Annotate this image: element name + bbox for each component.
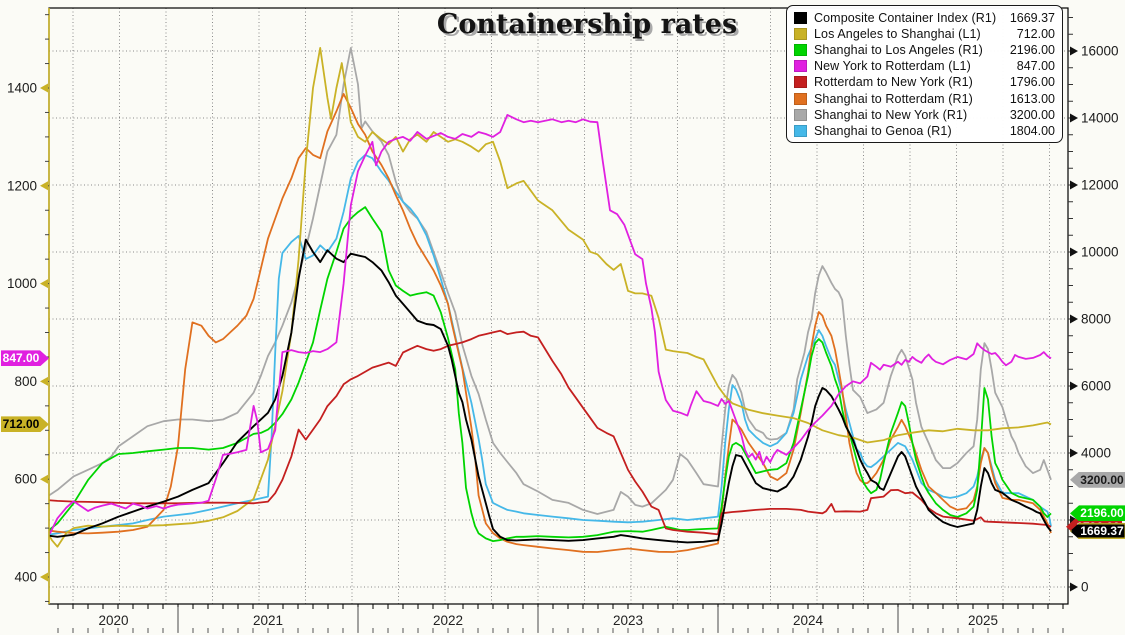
- legend-swatch-icon: [794, 28, 807, 41]
- legend-label: Shanghai to New York (R1): [814, 107, 968, 122]
- legend-row-ny_rotterdam: New York to Rotterdam (L1) 847.00: [794, 58, 1055, 74]
- legend-label: Shanghai to Rotterdam (R1): [814, 91, 973, 106]
- legend-label: Shanghai to Los Angeles (R1): [814, 43, 983, 58]
- year-label: 2021: [253, 613, 283, 628]
- legend-swatch-icon: [794, 124, 807, 137]
- left-axis-tick-label: 1000: [7, 276, 37, 291]
- left-axis-arrow-icon: [40, 474, 48, 484]
- legend-value: 1669.37: [1009, 11, 1055, 26]
- right-axis-arrow-icon: [1070, 247, 1078, 257]
- legend-value: 1796.00: [1009, 75, 1055, 90]
- year-label: 2024: [793, 613, 824, 628]
- year-label: 2020: [98, 613, 128, 628]
- left-axis-arrow-icon: [40, 572, 48, 582]
- series-line-rotterdam_ny: [49, 329, 1052, 536]
- legend-row-la_shanghai: Los Angeles to Shanghai (L1) 712.00: [794, 26, 1055, 42]
- right-axis-arrow-icon: [1070, 448, 1078, 458]
- series-line-ny_rotterdam: [49, 114, 1052, 534]
- axis-callout-2196.00: 2196.00: [1070, 505, 1125, 522]
- legend-swatch-icon: [794, 76, 807, 89]
- legend-value: 1804.00: [1009, 123, 1055, 138]
- legend-swatch-icon: [794, 60, 807, 73]
- left-axis-arrow-icon: [40, 279, 48, 289]
- legend-row-composite: Composite Container Index (R1) 1669.37: [794, 10, 1055, 26]
- time-axis: 2020 2021 2022 2023 2024 2025: [57, 604, 1064, 633]
- right-axis-tick-label: 0: [1081, 580, 1089, 595]
- axis-callout-847.00: 847.00: [1, 350, 49, 367]
- legend-swatch-icon: [794, 44, 807, 57]
- left-axis-tick-label: 600: [14, 472, 37, 487]
- right-axis-tick-label: 12000: [1081, 178, 1119, 193]
- series-lines: [49, 47, 1052, 553]
- series-line-shanghai_genoa: [49, 153, 1052, 536]
- legend-value: 712.00: [1016, 27, 1055, 42]
- left-axis-tick-label: 800: [14, 374, 37, 389]
- right-axis: 1600014000120001000080006000400020000: [1068, 17, 1119, 595]
- legend-row-rotterdam_ny: Rotterdam to New York (R1) 1796.00: [794, 74, 1055, 90]
- year-label: 2023: [613, 613, 643, 628]
- legend-label: Rotterdam to New York (R1): [814, 75, 973, 90]
- legend-swatch-icon: [794, 92, 807, 105]
- right-axis-arrow-icon: [1070, 180, 1078, 190]
- right-axis-tick-label: 4000: [1081, 446, 1111, 461]
- right-axis-tick-label: 6000: [1081, 379, 1111, 394]
- legend-row-shanghai_la: Shanghai to Los Angeles (R1) 2196.00: [794, 42, 1055, 58]
- year-label: 2025: [968, 613, 998, 628]
- axis-callout-3200.00: 3200.00: [1070, 471, 1125, 488]
- right-axis-arrow-icon: [1070, 381, 1078, 391]
- series-line-shanghai_rotterdam: [49, 93, 1052, 553]
- left-axis: 1400 1200 1000 800 600 400: [7, 14, 49, 602]
- legend-value: 2196.00: [1009, 43, 1055, 58]
- right-axis-tick-label: 8000: [1081, 312, 1111, 327]
- legend-label: New York to Rotterdam (L1): [814, 59, 971, 74]
- axis-callout-1669.37: 1669.37: [1070, 523, 1125, 540]
- legend-label: Los Angeles to Shanghai (L1): [814, 27, 981, 42]
- series-line-la_shanghai: [49, 47, 1052, 548]
- series-line-composite: [49, 238, 1052, 544]
- left-axis-tick-label: 1400: [7, 81, 37, 96]
- legend-row-shanghai_ny: Shanghai to New York (R1) 3200.00: [794, 107, 1055, 123]
- legend-row-shanghai_genoa: Shanghai to Genoa (R1) 1804.00: [794, 123, 1055, 139]
- axis-callout-712.00: 712.00: [1, 416, 49, 433]
- legend-row-shanghai_rotterdam: Shanghai to Rotterdam (R1) 1613.00: [794, 90, 1055, 106]
- legend-swatch-icon: [794, 108, 807, 121]
- series-line-shanghai_ny: [49, 47, 1052, 515]
- gridlines: [49, 8, 1068, 604]
- right-axis-arrow-icon: [1070, 314, 1078, 324]
- left-axis-arrow-icon: [40, 376, 48, 386]
- right-axis-arrow-icon: [1070, 46, 1078, 56]
- legend-value: 1613.00: [1009, 91, 1055, 106]
- left-axis-arrow-icon: [40, 181, 48, 191]
- right-axis-arrow-icon: [1070, 582, 1078, 592]
- right-axis-tick-label: 16000: [1081, 44, 1119, 59]
- legend-swatch-icon: [794, 12, 807, 25]
- legend-value: 847.00: [1016, 59, 1055, 74]
- left-axis-arrow-icon: [40, 83, 48, 93]
- chart-title: Containership rates: [436, 9, 738, 40]
- left-axis-tick-label: 400: [14, 570, 37, 585]
- right-axis-arrow-icon: [1070, 113, 1078, 123]
- year-label: 2022: [433, 613, 463, 628]
- left-axis-tick-label: 1200: [7, 178, 37, 193]
- series-line-shanghai_la: [49, 206, 1052, 542]
- right-axis-tick-label: 10000: [1081, 245, 1119, 260]
- legend-label: Composite Container Index (R1): [814, 11, 997, 26]
- legend-label: Shanghai to Genoa (R1): [814, 123, 952, 138]
- legend: Composite Container Index (R1) 1669.37 Los…: [786, 5, 1063, 143]
- legend-value: 3200.00: [1009, 107, 1055, 122]
- right-axis-tick-label: 14000: [1081, 111, 1119, 126]
